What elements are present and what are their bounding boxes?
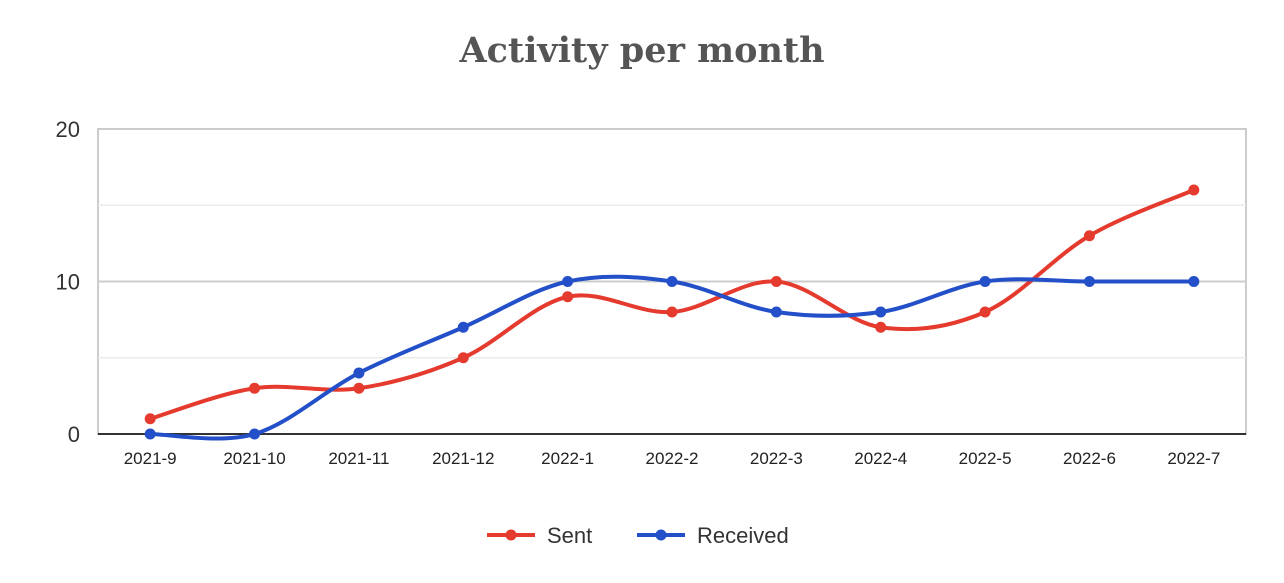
data-point-sent xyxy=(144,413,156,425)
data-point-received xyxy=(875,306,887,318)
data-point-sent xyxy=(249,382,261,394)
x-axis: 2021-9 2021-10 2021-11 2021-12 2022-1 2022-2 2… xyxy=(124,449,1221,468)
y-tick-label: 0 xyxy=(68,422,80,447)
series-points xyxy=(144,184,1200,440)
x-tick-label: 2022-4 xyxy=(854,449,907,468)
data-point-sent xyxy=(562,291,574,303)
legend-label-received: Received xyxy=(697,523,789,548)
data-point-received xyxy=(770,306,782,318)
x-tick-label: 2022-2 xyxy=(646,449,699,468)
x-tick-label: 2022-7 xyxy=(1167,449,1220,468)
data-point-sent xyxy=(457,352,469,364)
x-tick-label: 2021-12 xyxy=(432,449,494,468)
data-point-sent xyxy=(353,382,365,394)
chart-title: Activity per month xyxy=(458,30,824,71)
y-tick-label: 20 xyxy=(56,117,80,142)
legend: Sent Received xyxy=(487,523,789,548)
data-point-received xyxy=(1083,276,1095,287)
x-tick-label: 2021-11 xyxy=(328,449,389,468)
data-point-sent xyxy=(875,321,887,333)
data-point-received xyxy=(353,367,365,379)
legend-label-sent: Sent xyxy=(547,523,592,548)
data-point-sent xyxy=(1083,230,1095,242)
x-tick-label: 2022-5 xyxy=(959,449,1012,468)
data-point-received xyxy=(562,276,574,287)
x-tick-label: 2021-9 xyxy=(124,449,177,468)
x-tick-label: 2022-3 xyxy=(750,449,803,468)
data-point-sent xyxy=(1188,184,1200,196)
data-point-sent xyxy=(979,306,991,318)
data-point-sent xyxy=(666,306,678,318)
x-tick-label: 2022-1 xyxy=(541,449,594,468)
data-point-sent xyxy=(770,276,782,287)
data-point-received xyxy=(144,428,156,440)
data-point-received xyxy=(979,276,991,287)
x-tick-label: 2021-10 xyxy=(223,449,285,468)
data-point-received xyxy=(457,321,469,333)
y-axis: 0 10 20 xyxy=(56,117,1246,447)
data-point-received xyxy=(1188,276,1200,287)
data-point-received xyxy=(249,428,261,440)
series-line-sent xyxy=(148,188,1196,421)
legend-marker-received xyxy=(655,529,667,541)
legend-marker-sent xyxy=(505,529,517,541)
x-tick-label: 2022-6 xyxy=(1063,449,1116,468)
y-tick-label: 10 xyxy=(56,270,80,295)
data-point-received xyxy=(666,276,678,287)
